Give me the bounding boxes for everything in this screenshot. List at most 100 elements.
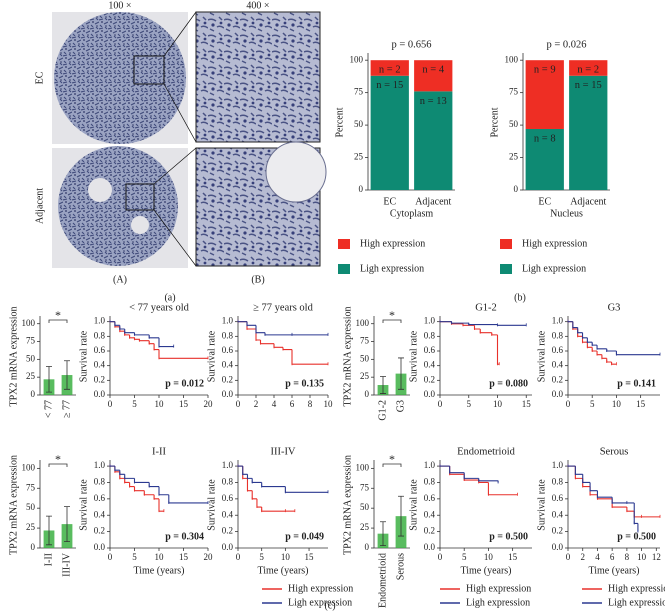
y-axis-label: TPX2 mRNA expression <box>342 455 353 555</box>
y-tick-label: 25 <box>354 152 364 162</box>
y-tick-label: 1.0 <box>552 316 564 326</box>
survival-step <box>574 466 583 475</box>
x-tick-label: 15 <box>305 552 315 562</box>
error-bar <box>380 376 386 394</box>
survival-step <box>153 343 159 351</box>
segment-label: n = 2 <box>577 65 599 76</box>
y-tick-label: 0.8 <box>94 477 106 487</box>
x-tick-label: 0 <box>236 552 241 562</box>
survival-step <box>158 498 164 512</box>
y-axis-label: TPX2 mRNA expression <box>342 307 353 407</box>
survival-step <box>611 362 617 365</box>
y-tick-label: 0.6 <box>552 345 564 355</box>
legend-label: Ligh expression <box>608 597 665 608</box>
x-tick-label: < 77 <box>43 400 54 418</box>
y-tick-label: 0.2 <box>222 526 233 536</box>
survival-step <box>251 478 262 484</box>
survival-step <box>478 478 499 482</box>
chart-title: III-IV <box>270 446 295 457</box>
y-axis-label: Survival rate <box>206 479 217 531</box>
y-axis-label: Percent <box>489 107 500 137</box>
p-value: p = 0.141 <box>617 378 656 389</box>
chart-title: p = 0.026 <box>546 39 586 50</box>
y-tick-label: 0 <box>514 184 519 194</box>
x-axis-label: Time (years) <box>460 565 511 576</box>
y-tick-label: 50 <box>26 353 36 363</box>
survival-step <box>119 325 125 330</box>
legend-label: High expression <box>288 583 353 594</box>
y-tick-label: 1.0 <box>222 316 234 326</box>
y-tick-label: 0.0 <box>552 542 564 552</box>
x-tick-label: 5 <box>467 399 472 409</box>
x-tick-label: 10 <box>281 552 291 562</box>
survival-step <box>256 498 262 508</box>
x-tick-label: 6 <box>290 399 295 409</box>
y-tick-label: 0.6 <box>94 493 106 503</box>
y-tick-label: 0.8 <box>424 330 436 340</box>
x-axis-label: Cytoplasm <box>390 208 434 219</box>
significance-label: * <box>389 452 395 466</box>
y-tick-label: 0 <box>31 389 36 399</box>
x-tick-label: 20 <box>204 399 214 409</box>
sub-label: (B) <box>251 274 264 285</box>
significance-bracket <box>48 463 68 467</box>
survival-step <box>129 334 135 339</box>
survival-step <box>255 325 265 334</box>
x-axis-label: Time (years) <box>588 565 639 576</box>
survival-step <box>611 497 627 504</box>
y-tick-label: 75 <box>360 336 370 346</box>
x-tick-label: 4 <box>272 399 277 409</box>
sub-label: (A) <box>113 274 127 285</box>
survival-step <box>133 478 150 484</box>
survival-step <box>284 486 328 493</box>
x-tick-label: 0 <box>438 552 443 562</box>
survival-step <box>133 337 140 340</box>
survival-step <box>246 321 256 326</box>
survival-step <box>633 502 638 524</box>
x-tick-label: 0 <box>108 399 113 409</box>
survival-step <box>591 342 598 346</box>
y-tick-label: 75 <box>354 87 364 97</box>
x-axis-label: Nucleus <box>550 208 583 219</box>
x-tick-label: 10 <box>155 552 165 562</box>
survival-step <box>148 340 155 345</box>
y-tick-label: 0.0 <box>424 542 436 552</box>
survival-step <box>615 351 660 356</box>
bar-segment <box>569 75 608 190</box>
x-tick-label: 8 <box>308 399 313 409</box>
y-tick-label: 0.0 <box>222 389 234 399</box>
survival-step <box>591 347 598 352</box>
p-value: p = 0.049 <box>285 531 324 542</box>
survival-step <box>586 342 593 348</box>
y-tick-label: 100 <box>505 54 519 64</box>
legend-swatch <box>338 239 350 249</box>
x-tick-label: 5 <box>132 399 137 409</box>
y-tick-label: 1.0 <box>94 460 106 470</box>
x-tick-label: 15 <box>522 399 532 409</box>
y-tick-label: 25 <box>360 522 370 532</box>
x-tick-label: 10 <box>324 399 334 409</box>
x-tick-label: 15 <box>179 552 189 562</box>
chart-title: G3 <box>608 302 621 313</box>
error-bar <box>398 357 404 390</box>
chart-title: p = 0.656 <box>391 39 431 50</box>
y-axis-label: Survival rate <box>78 479 89 531</box>
segment-label: n = 2 <box>379 65 401 76</box>
y-axis-label: Survival rate <box>536 479 547 531</box>
legend-label: Ligh expression <box>466 597 530 608</box>
survival-step <box>261 507 286 512</box>
survival-step <box>479 329 492 334</box>
y-tick-label: 75 <box>26 336 36 346</box>
x-tick-label: 0 <box>236 399 241 409</box>
y-tick-label: 0.6 <box>424 345 436 355</box>
y-tick-label: 0.4 <box>424 360 436 370</box>
survival-step <box>596 345 607 350</box>
survival-step <box>153 494 159 500</box>
chart-title: Serous <box>600 446 629 457</box>
x-axis-label: Time (years) <box>133 565 184 576</box>
x-tick-label: 12 <box>652 552 661 562</box>
error-bar <box>46 366 52 393</box>
survival-step <box>463 474 479 481</box>
y-tick-label: 75 <box>26 482 36 492</box>
error-bar <box>398 495 404 537</box>
